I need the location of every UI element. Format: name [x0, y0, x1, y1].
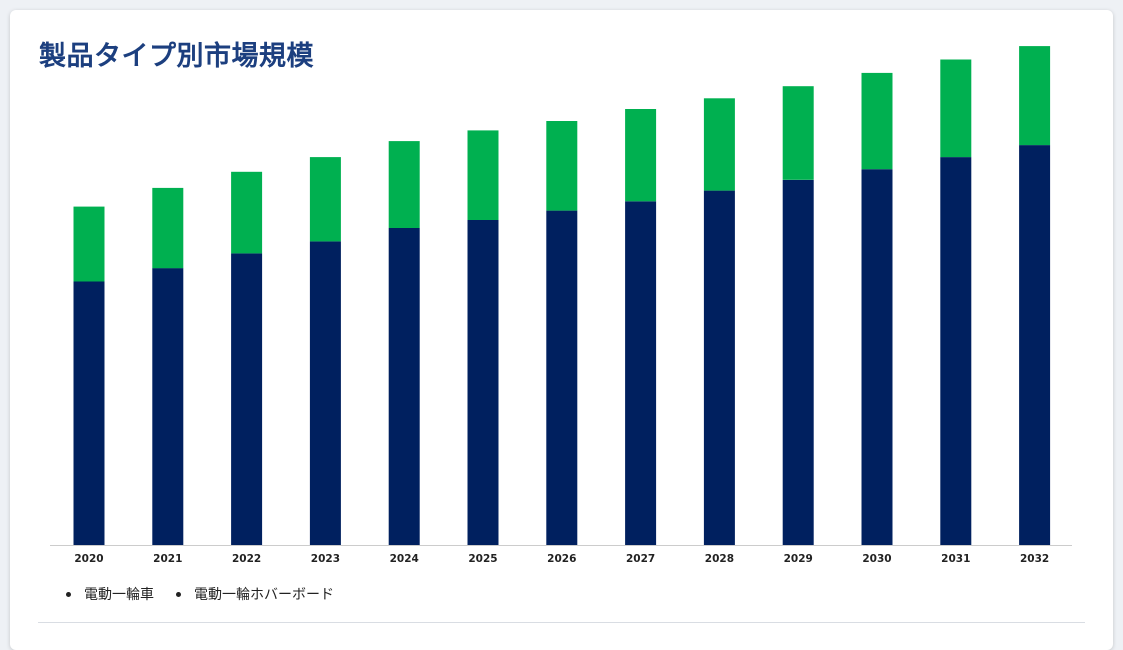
bar-2030-series-2 — [861, 72, 893, 170]
bar-2020-series-2 — [73, 206, 105, 282]
bar-2028-series-1 — [703, 190, 735, 545]
bar-group — [73, 46, 1051, 546]
x-tick-label: 2025 — [468, 553, 497, 565]
x-tick-label: 2024 — [390, 553, 419, 565]
legend-label: 電動一輪車 — [84, 587, 154, 603]
bar-2031-series-1 — [940, 157, 972, 545]
chart-title: 製品タイプ別市場規模 — [39, 41, 314, 72]
x-tick-label: 2022 — [232, 553, 261, 565]
bar-2032-series-1 — [1019, 145, 1051, 545]
x-tick-label: 2031 — [941, 553, 970, 565]
bar-2020-series-1 — [73, 281, 105, 545]
bar-2026-series-2 — [546, 121, 578, 211]
bar-2025-series-2 — [467, 130, 499, 220]
bar-2022-series-1 — [231, 253, 263, 545]
legend-item-series-1: 電動一輪車 — [66, 584, 154, 604]
bar-2023-series-2 — [309, 157, 341, 242]
bullet-icon — [176, 591, 181, 597]
bar-2027-series-2 — [625, 109, 657, 202]
legend-label: 電動一輪ホバーボード — [194, 587, 334, 603]
bar-2027-series-1 — [625, 201, 657, 546]
x-tick-label: 2032 — [1020, 553, 1049, 565]
bar-2024-series-2 — [388, 141, 420, 228]
x-tick-label: 2023 — [311, 553, 340, 565]
bottom-divider — [38, 622, 1085, 623]
bar-2030-series-1 — [861, 169, 893, 545]
bar-2023-series-1 — [309, 241, 341, 545]
legend-item-series-2: 電動一輪ホバーボード — [176, 584, 334, 604]
legend: 電動一輪車 電動一輪ホバーボード — [66, 584, 334, 604]
x-tick-label: 2021 — [153, 553, 182, 565]
x-tick-label: 2030 — [862, 553, 891, 565]
chart-card: 製品タイプ別市場規模 2020 2021 2022 2023 2024 2025 2026 2… — [10, 10, 1113, 650]
bar-2024-series-1 — [388, 228, 420, 545]
x-tick-label: 2028 — [705, 553, 734, 565]
x-tick-label: 2026 — [547, 553, 576, 565]
bullet-icon — [66, 591, 71, 597]
bar-chart: 2020 2021 2022 2023 2024 2025 2026 2027 2028 2029… — [50, 46, 1072, 565]
x-tick-label: 2020 — [74, 553, 103, 565]
x-axis-ticks: 2020 2021 2022 2023 2024 2025 2026 2027 2028 2029… — [74, 553, 1049, 565]
bar-2026-series-1 — [546, 210, 578, 545]
bar-2025-series-1 — [467, 220, 499, 545]
bar-2021-series-2 — [152, 187, 184, 269]
bar-2022-series-2 — [231, 171, 263, 254]
x-tick-label: 2029 — [784, 553, 813, 565]
bar-2028-series-2 — [703, 98, 735, 191]
x-tick-label: 2027 — [626, 553, 655, 565]
bar-2029-series-2 — [782, 86, 814, 180]
bar-2029-series-1 — [782, 179, 814, 545]
bar-2032-series-2 — [1019, 46, 1051, 146]
bar-2021-series-1 — [152, 268, 184, 545]
bar-2031-series-2 — [940, 59, 972, 158]
